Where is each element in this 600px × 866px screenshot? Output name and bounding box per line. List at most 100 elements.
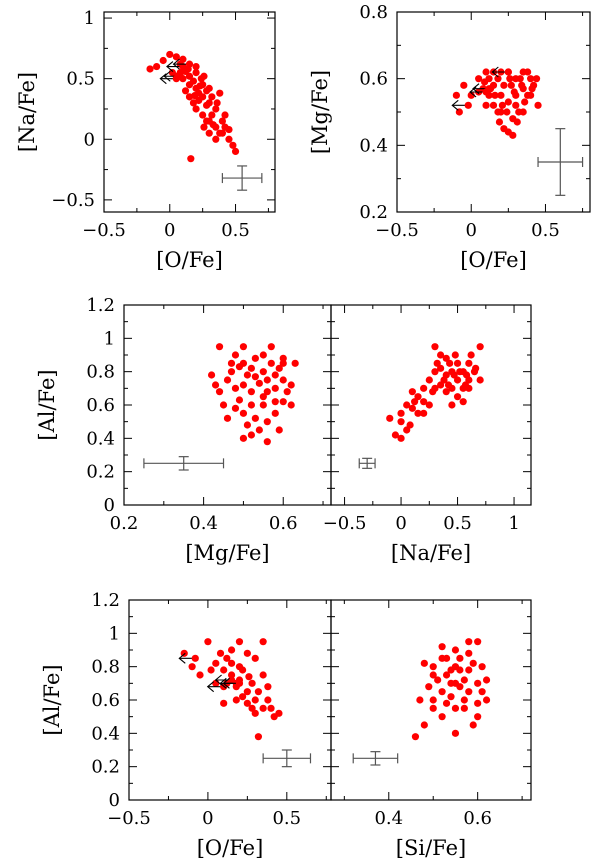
data-point <box>442 388 450 396</box>
data-point <box>451 704 460 712</box>
data-point <box>263 388 271 396</box>
y-axis-title: [Al/Fe] <box>35 369 59 440</box>
data-point <box>447 666 455 674</box>
x-axis-title: [O/Fe] <box>460 248 527 272</box>
data-point <box>223 376 232 384</box>
data-point <box>205 84 213 92</box>
x-tick-label: 0.5 <box>221 220 250 241</box>
data-point <box>467 91 475 99</box>
plot-frame <box>128 599 332 801</box>
data-point <box>243 421 252 429</box>
data-point <box>494 108 502 116</box>
data-point <box>482 68 490 76</box>
data-point <box>472 364 480 372</box>
data-point <box>263 438 271 446</box>
data-point <box>480 78 489 86</box>
data-point <box>482 101 490 109</box>
data-point <box>196 82 204 90</box>
data-point <box>519 108 527 116</box>
data-point <box>208 93 216 101</box>
data-point <box>460 676 468 684</box>
y-tick-label: 0.6 <box>86 395 115 416</box>
data-point <box>420 721 428 729</box>
data-point <box>251 373 259 381</box>
error-bar <box>262 749 312 768</box>
x-axis-title: [Mg/Fe] <box>185 541 269 565</box>
data-point <box>220 666 228 674</box>
data-point <box>495 118 504 126</box>
data-point <box>259 368 267 376</box>
data-point <box>420 409 428 417</box>
data-point <box>431 368 439 376</box>
plot-frame <box>123 304 332 506</box>
data-point <box>451 729 460 737</box>
x-tick-label: 0.6 <box>463 808 492 829</box>
data-point <box>216 649 225 657</box>
error-bar <box>352 751 399 766</box>
data-point <box>263 376 271 384</box>
data-point <box>476 343 484 351</box>
data-point <box>498 101 507 109</box>
data-point <box>431 343 439 351</box>
data-point <box>259 401 267 409</box>
data-point <box>386 414 394 422</box>
data-point <box>212 659 220 667</box>
data-point <box>433 359 441 367</box>
data-point <box>203 101 211 109</box>
data-point <box>259 638 267 646</box>
data-point <box>425 683 433 691</box>
data-point <box>397 434 405 442</box>
upper-limit-arrow <box>451 99 472 111</box>
y-tick-label: 1 <box>84 8 95 29</box>
data-point <box>461 381 470 389</box>
plot-frame <box>396 11 591 213</box>
data-point <box>251 414 259 422</box>
data-point <box>420 384 428 392</box>
x-tick-label: 0 <box>202 808 213 829</box>
data-point <box>185 72 194 80</box>
y-axis-title: [Mg/Fe] <box>308 70 332 154</box>
x-tick-label: 0.4 <box>374 808 403 829</box>
data-point <box>469 721 477 729</box>
data-point <box>429 671 437 679</box>
data-point <box>207 371 216 379</box>
x-tick-label: 0.2 <box>110 513 139 534</box>
x-tick-label: 0.6 <box>269 513 298 534</box>
data-point <box>235 638 244 646</box>
data-point <box>200 72 208 80</box>
x-tick-label: 0 <box>395 513 406 534</box>
data-point <box>275 364 283 372</box>
data-point <box>524 68 532 76</box>
upper-limit-arrow <box>222 677 244 689</box>
data-point <box>199 111 207 119</box>
upper-limit-arrow <box>178 652 199 664</box>
data-point <box>403 401 411 409</box>
data-point <box>434 676 442 684</box>
data-point <box>231 384 240 392</box>
y-axis-title: [Al/Fe] <box>40 664 64 735</box>
data-point <box>172 53 180 61</box>
data-point <box>494 75 502 83</box>
data-point <box>267 359 275 367</box>
x-tick-label: −0.5 <box>107 808 151 829</box>
data-point <box>235 396 244 404</box>
data-point <box>196 671 204 679</box>
data-point <box>507 81 515 89</box>
y-axis-title: [Na/Fe] <box>15 72 39 152</box>
data-point <box>159 56 167 65</box>
data-point <box>153 62 161 71</box>
data-point <box>438 688 446 696</box>
data-point <box>459 398 467 406</box>
data-point <box>534 101 542 109</box>
data-point <box>248 704 256 712</box>
data-point <box>232 696 240 704</box>
data-point <box>527 75 535 83</box>
data-point <box>411 733 420 741</box>
y-tick-label: 0 <box>84 129 95 150</box>
data-point <box>438 713 446 721</box>
data-point <box>425 401 433 409</box>
data-point <box>429 704 437 712</box>
x-tick-label: 0.5 <box>531 220 560 241</box>
error-bar <box>143 456 225 471</box>
